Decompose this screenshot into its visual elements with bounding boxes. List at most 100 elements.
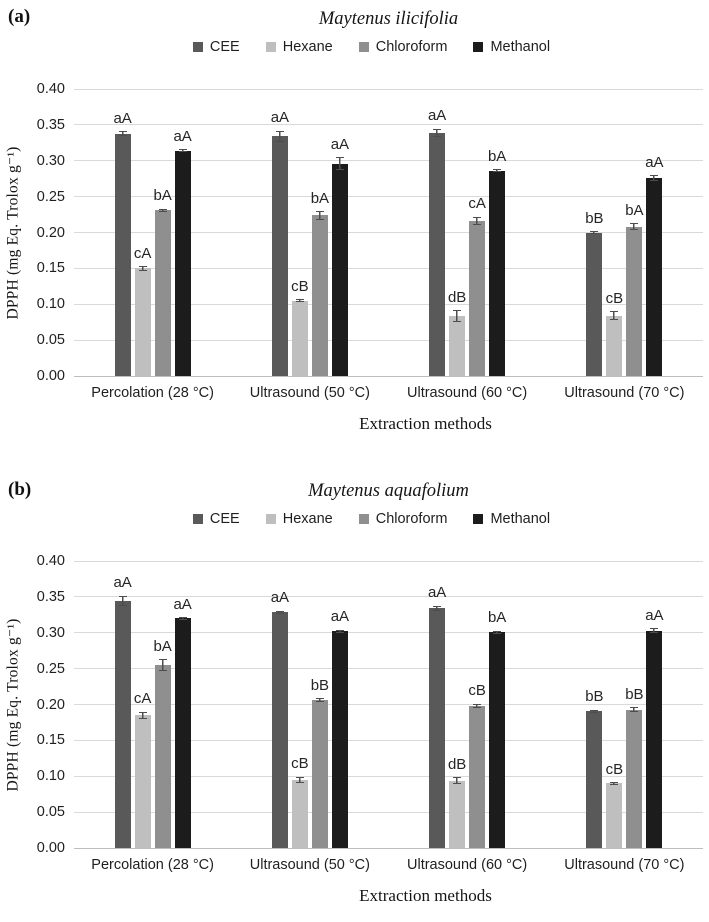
- error-bar: [453, 310, 462, 322]
- bar-letter-label: aA: [330, 135, 350, 153]
- error-bar: [650, 175, 659, 181]
- bar: aA: [113, 574, 132, 848]
- gridline: [74, 232, 703, 233]
- y-tick-label: 0.10: [36, 768, 65, 784]
- legend-item: CEE: [192, 39, 240, 55]
- bar: aA: [428, 108, 446, 376]
- legend-swatch-icon: [473, 513, 484, 524]
- legend-item: Methanol: [473, 39, 550, 55]
- bar: bA: [153, 638, 172, 848]
- plot-area: aA cA bA aA aA cB bB aA aA dB cB bA bB cB bB aA: [74, 560, 703, 849]
- bar: bA: [625, 202, 644, 376]
- y-tick-label: 0.25: [36, 188, 65, 205]
- bar-letter-label: aA: [173, 127, 192, 145]
- error-bar: [473, 216, 482, 226]
- legend-item: Hexane: [265, 510, 333, 527]
- x-tick-label: Ultrasound (60 °C): [407, 385, 528, 401]
- y-axis-ticks: 0.00 0.05 0.10 0.15 0.20 0.25 0.30 0.35 0.40: [26, 82, 74, 383]
- bar: cA: [134, 691, 151, 848]
- error-bar: [295, 776, 304, 783]
- bar: aA: [173, 596, 192, 848]
- legend-item: CEE: [192, 511, 240, 527]
- error-bar: [315, 211, 324, 220]
- bar: aA: [271, 110, 289, 376]
- bar: dB: [448, 756, 466, 848]
- y-tick-label: 0.20: [36, 224, 65, 241]
- x-tick-label: Ultrasound (50 °C): [249, 385, 370, 401]
- bar-letter-label: aA: [270, 589, 290, 607]
- bar: bB: [311, 677, 329, 848]
- chart: DPPH (mg Eq. Trolox g⁻¹) 0.00 0.05 0.10 0.1…: [0, 554, 703, 906]
- legend-label: Hexane: [282, 510, 333, 527]
- bar-letter-label: bB: [585, 688, 604, 706]
- error-bar: [138, 711, 147, 719]
- error-bar: [158, 659, 167, 671]
- legend-label: Chloroform: [375, 510, 448, 527]
- bar: bB: [625, 686, 644, 848]
- bar-letter-label: bB: [310, 676, 330, 694]
- bar: dB: [448, 289, 466, 376]
- bar-group: aA dB cA bA: [389, 89, 546, 376]
- gridline: [74, 267, 703, 269]
- gridline: [74, 160, 703, 162]
- panel-label: (b): [8, 479, 32, 500]
- bar: aA: [645, 607, 664, 848]
- bar-letter-label: cB: [291, 755, 309, 773]
- bar: cB: [606, 761, 623, 848]
- bar-letter-label: bA: [625, 201, 644, 219]
- error-bar: [590, 231, 599, 235]
- bar: cB: [606, 290, 623, 376]
- bar-letter-label: bA: [487, 609, 507, 627]
- bar: aA: [173, 128, 192, 376]
- gridline: [74, 739, 703, 741]
- legend-swatch-icon: [265, 41, 276, 52]
- bar: bB: [585, 210, 604, 376]
- chart-title: Maytenus ilicifolia: [318, 9, 459, 29]
- bar: bA: [488, 610, 506, 848]
- bar-letter-label: dB: [447, 755, 467, 773]
- bar: aA: [271, 590, 289, 848]
- gridline: [74, 339, 703, 341]
- legend-swatch-icon: [265, 513, 276, 524]
- error-bar: [118, 131, 127, 136]
- error-bar: [493, 630, 502, 634]
- bar: bA: [488, 148, 506, 376]
- y-tick-label: 0.05: [36, 331, 65, 348]
- x-tick-label: Ultrasound (70 °C): [564, 857, 685, 873]
- bar-letter-label: cA: [133, 244, 152, 262]
- x-tick-label: Percolation (28 °C): [91, 857, 214, 873]
- legend-item: Chloroform: [358, 39, 447, 55]
- y-tick-label: 0.35: [36, 116, 65, 133]
- legend: CEE Hexane Chloroform Methanol: [40, 38, 703, 55]
- error-bar: [610, 311, 619, 320]
- legend-label: Hexane: [282, 38, 333, 55]
- y-tick-label: 0.25: [36, 660, 65, 677]
- error-bar: [275, 130, 284, 143]
- y-tick-label: 0.15: [36, 732, 65, 749]
- x-tick-label: Percolation (28 °C): [91, 385, 214, 401]
- error-bar: [473, 703, 482, 709]
- gridline: [74, 811, 703, 813]
- error-bar: [493, 169, 502, 173]
- gridline: [74, 196, 703, 198]
- bar: aA: [645, 154, 664, 376]
- error-bar: [650, 628, 659, 633]
- x-axis-title: Extraction methods: [359, 414, 492, 433]
- error-bar: [158, 208, 167, 212]
- bar-group: bB cB bA aA: [546, 89, 703, 376]
- error-bar: [630, 223, 639, 231]
- bar-letter-label: aA: [427, 584, 447, 602]
- error-bar: [315, 698, 324, 703]
- bar-letter-label: bA: [153, 637, 172, 655]
- error-bar: [275, 610, 284, 614]
- bar-group: bB cB bB aA: [546, 561, 703, 848]
- gridline: [74, 124, 703, 126]
- chart-title: Maytenus aquafolium: [308, 481, 469, 501]
- y-tick-label: 0.30: [36, 624, 65, 641]
- legend-item: Hexane: [265, 38, 333, 55]
- bar-letter-label: aA: [113, 109, 132, 127]
- error-bar: [433, 605, 442, 612]
- legend-label: Methanol: [490, 510, 551, 527]
- bar: aA: [331, 609, 349, 848]
- bar: aA: [113, 110, 132, 376]
